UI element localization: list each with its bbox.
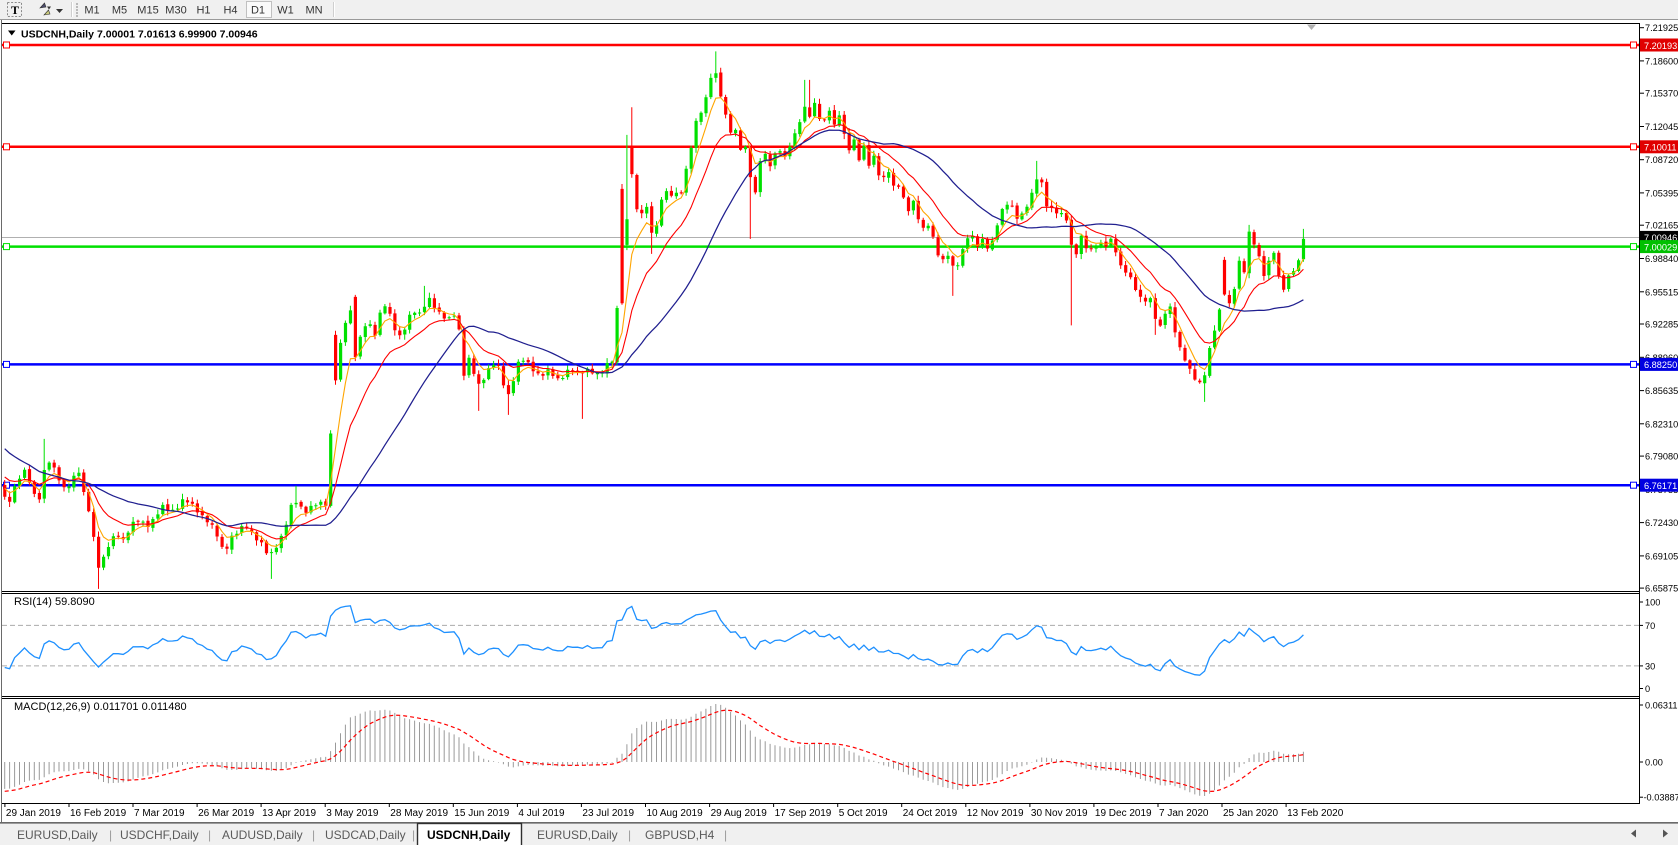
svg-text:7 Jan 2020: 7 Jan 2020	[1159, 808, 1209, 819]
svg-text:M1: M1	[84, 5, 99, 17]
svg-text:7.21925: 7.21925	[1645, 23, 1678, 33]
svg-text:7.20193: 7.20193	[1644, 41, 1677, 51]
svg-text:EURUSD,Daily: EURUSD,Daily	[537, 828, 618, 842]
svg-text:6.88960: 6.88960	[1645, 353, 1678, 363]
svg-text:0.00: 0.00	[1645, 758, 1663, 768]
svg-text:24 Oct 2019: 24 Oct 2019	[903, 808, 958, 819]
svg-text:6.65875: 6.65875	[1645, 584, 1678, 594]
svg-text:70: 70	[1645, 621, 1655, 631]
svg-text:100: 100	[1645, 598, 1660, 608]
svg-text:28 May 2019: 28 May 2019	[390, 808, 448, 819]
svg-text:D1: D1	[251, 5, 265, 17]
svg-text:T: T	[11, 3, 19, 17]
svg-text:7.00001 7.01613 6.99900 7.0094: 7.00001 7.01613 6.99900 7.00946	[97, 29, 258, 41]
svg-text:|: |	[109, 828, 112, 842]
svg-text:29 Jan 2019: 29 Jan 2019	[6, 808, 61, 819]
svg-text:6.88250: 6.88250	[1644, 360, 1677, 370]
svg-text:|: |	[412, 828, 415, 842]
svg-text:H4: H4	[223, 5, 237, 17]
svg-text:6.79080: 6.79080	[1645, 452, 1678, 462]
svg-text:7.15370: 7.15370	[1645, 89, 1678, 99]
svg-text:6.85635: 6.85635	[1645, 386, 1678, 396]
svg-text:7 Mar 2019: 7 Mar 2019	[134, 808, 185, 819]
svg-text:3 May 2019: 3 May 2019	[326, 808, 379, 819]
svg-text:25 Jan 2020: 25 Jan 2020	[1223, 808, 1278, 819]
svg-text:16 Feb 2019: 16 Feb 2019	[70, 808, 127, 819]
svg-text:6.95515: 6.95515	[1645, 287, 1678, 297]
svg-text:7.05395: 7.05395	[1645, 188, 1678, 198]
svg-text:-0.03887: -0.03887	[1644, 793, 1678, 803]
svg-text:30 Nov 2019: 30 Nov 2019	[1031, 808, 1088, 819]
svg-text:5 Oct 2019: 5 Oct 2019	[839, 808, 888, 819]
svg-text:MN: MN	[305, 5, 322, 17]
svg-text:GBPUSD,H4: GBPUSD,H4	[645, 828, 715, 842]
svg-text:4 Jul 2019: 4 Jul 2019	[518, 808, 565, 819]
svg-text:7.10011: 7.10011	[1644, 143, 1677, 153]
svg-text:7.00029: 7.00029	[1644, 242, 1677, 252]
svg-text:6.92285: 6.92285	[1645, 320, 1678, 330]
svg-text:RSI(14) 59.8090: RSI(14) 59.8090	[14, 596, 95, 608]
svg-text:7.02165: 7.02165	[1645, 221, 1678, 231]
svg-text:|: |	[312, 828, 315, 842]
svg-text:AUDUSD,Daily: AUDUSD,Daily	[222, 828, 303, 842]
svg-text:MACD(12,26,9) 0.011701 0.01148: MACD(12,26,9) 0.011701 0.011480	[14, 701, 187, 713]
svg-text:USDCNH,Daily: USDCNH,Daily	[427, 828, 511, 842]
svg-text:19 Dec 2019: 19 Dec 2019	[1095, 808, 1152, 819]
svg-text:M15: M15	[137, 5, 158, 17]
svg-text:0: 0	[1645, 684, 1650, 694]
svg-text:M5: M5	[112, 5, 127, 17]
svg-text:30: 30	[1645, 661, 1655, 671]
svg-text:7.00946: 7.00946	[1644, 233, 1677, 243]
svg-text:6.72430: 6.72430	[1645, 518, 1678, 528]
svg-text:0.06311: 0.06311	[1645, 701, 1678, 711]
svg-text:26 Mar 2019: 26 Mar 2019	[198, 808, 255, 819]
svg-text:6.82310: 6.82310	[1645, 419, 1678, 429]
svg-text:17 Sep 2019: 17 Sep 2019	[775, 808, 832, 819]
svg-text:H1: H1	[196, 5, 210, 17]
svg-text:USDCNH,Daily: USDCNH,Daily	[21, 29, 94, 41]
svg-text:|: |	[724, 828, 727, 842]
svg-text:|: |	[628, 828, 631, 842]
svg-text:6.76171: 6.76171	[1644, 481, 1677, 491]
svg-text:13 Apr 2019: 13 Apr 2019	[262, 808, 316, 819]
svg-text:W1: W1	[277, 5, 294, 17]
svg-text:29 Aug 2019: 29 Aug 2019	[711, 808, 768, 819]
svg-text:M30: M30	[165, 5, 186, 17]
svg-text:10 Aug 2019: 10 Aug 2019	[647, 808, 704, 819]
svg-text:6.98840: 6.98840	[1645, 254, 1678, 264]
svg-text:7.08720: 7.08720	[1645, 155, 1678, 165]
svg-text:USDCHF,Daily: USDCHF,Daily	[120, 828, 199, 842]
svg-text:12 Nov 2019: 12 Nov 2019	[967, 808, 1024, 819]
svg-text:EURUSD,Daily: EURUSD,Daily	[17, 828, 98, 842]
svg-text:USDCAD,Daily: USDCAD,Daily	[325, 828, 406, 842]
svg-text:7.12045: 7.12045	[1645, 122, 1678, 132]
svg-text:23 Jul 2019: 23 Jul 2019	[582, 808, 634, 819]
svg-text:15 Jun 2019: 15 Jun 2019	[454, 808, 509, 819]
svg-text:|: |	[208, 828, 211, 842]
svg-text:6.69105: 6.69105	[1645, 551, 1678, 561]
svg-text:7.18600: 7.18600	[1645, 56, 1678, 66]
svg-text:13 Feb 2020: 13 Feb 2020	[1287, 808, 1344, 819]
